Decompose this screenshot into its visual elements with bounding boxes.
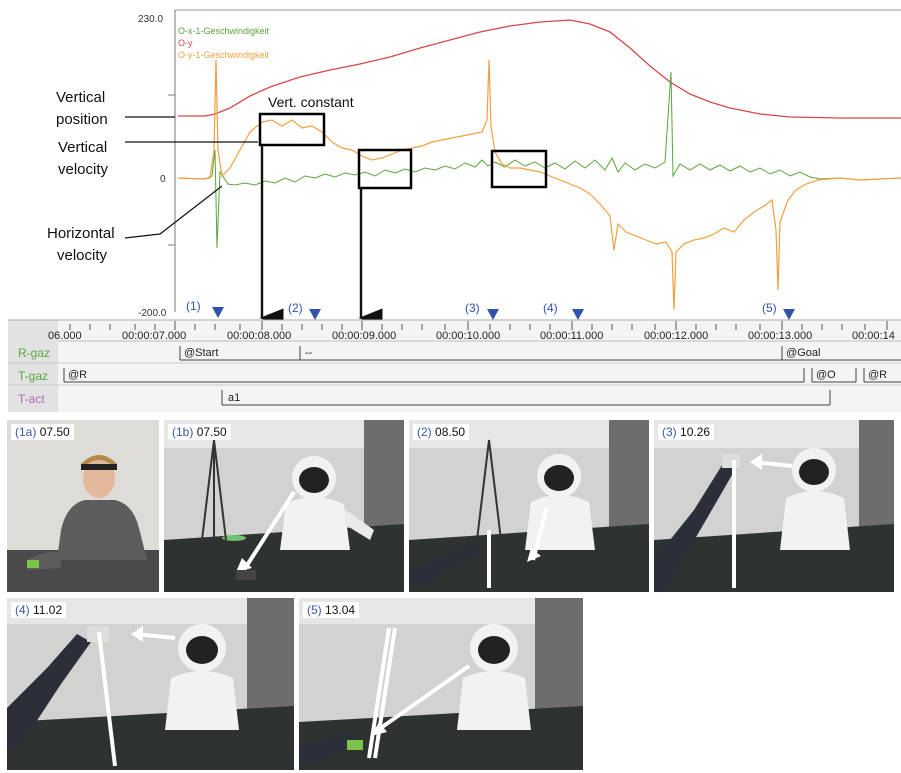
time-tick-label: 00:00:13.000	[748, 330, 812, 342]
svg-text:(1): (1)	[186, 299, 201, 313]
timeline-panel	[8, 320, 901, 412]
video-frame-5: (5) 13.04	[299, 598, 583, 770]
horizontal-velocity-series	[177, 71, 901, 249]
event-marker-1: (1)	[186, 299, 224, 318]
t-act-segments[interactable]	[221, 390, 831, 406]
legend-y-velocity: O-y-1-Geschwindigkeit	[178, 50, 270, 60]
time-tick-label: 06.000	[48, 330, 82, 342]
time-tick-label: 00:00:09.000	[332, 330, 396, 342]
legend-x-velocity: O-x-1-Geschwindigkeit	[178, 26, 270, 36]
time-tick-label: 00:00:10.000	[436, 330, 500, 342]
frame-caption: (5) 13.04	[303, 602, 360, 618]
event-marker-4: (4)	[543, 301, 584, 320]
video-frame-3: (3) 10.26	[654, 420, 894, 592]
segment-o[interactable]: @O	[816, 369, 836, 381]
frame-caption: (2) 08.50	[413, 424, 470, 440]
segment-a1[interactable]: a1	[228, 392, 240, 404]
r-gaz-segments[interactable]	[179, 346, 901, 361]
vertical-velocity-label-2: velocity	[58, 161, 109, 178]
segment-goal[interactable]: @Goal	[786, 347, 820, 359]
y-min-label: -200.0	[138, 308, 167, 319]
track-label-r-gaz[interactable]: R-gaz	[18, 346, 50, 360]
time-tick-label: 00:00:12.000	[644, 330, 708, 342]
t-gaz-segments[interactable]	[63, 368, 901, 383]
y-max-label: 230.0	[138, 14, 163, 25]
frame-caption: (1b) 07.50	[168, 424, 231, 440]
video-frame-1b: (1b) 07.50	[164, 420, 404, 592]
track-label-column	[8, 320, 58, 412]
vertical-velocity-series	[177, 59, 901, 311]
segment-r-2[interactable]: @R	[868, 369, 887, 381]
segment-start[interactable]: @Start	[184, 347, 218, 359]
event-marker-3: (3)	[465, 301, 499, 320]
track-label-t-gaz[interactable]: T-gaz	[18, 369, 48, 383]
highlight-box-2	[357, 148, 413, 190]
vert-constant-box	[258, 112, 326, 147]
vert-constant-label: Vert. constant	[268, 94, 354, 110]
frame-caption: (1a) 07.50	[11, 424, 74, 440]
vertical-velocity-label-1: Vertical	[58, 139, 107, 156]
vertical-position-label-2: position	[56, 111, 108, 128]
video-frame-2: (2) 08.50	[409, 420, 649, 592]
svg-text:(4): (4)	[543, 301, 558, 315]
velocity-chart: 230.0 0 -200.0 O-x-1-Geschwindigkeit O-y…	[8, 9, 901, 412]
time-tick-label: 00:00:07.000	[122, 330, 186, 342]
highlight-box-3	[490, 149, 548, 189]
event-marker-5: (5)	[762, 301, 795, 320]
y-zero-label: 0	[160, 174, 166, 185]
vertical-position-label-1: Vertical	[56, 89, 105, 106]
segment-empty[interactable]: --	[305, 347, 313, 359]
horizontal-velocity-label-1: Horizontal	[47, 225, 115, 242]
frame-caption: (3) 10.26	[658, 424, 715, 440]
horizontal-velocity-label-2: velocity	[57, 247, 108, 264]
track-label-t-act[interactable]: T-act	[18, 392, 45, 406]
video-frame-4: (4) 11.02	[7, 598, 294, 770]
time-tick-label: 00:00:08.000	[227, 330, 291, 342]
video-frame-1a: (1a) 07.50	[7, 420, 159, 592]
legend-y-position: O-y	[178, 38, 193, 48]
frame-caption: (4) 11.02	[11, 602, 67, 618]
leader-line	[124, 185, 223, 239]
vertical-position-series	[178, 19, 901, 119]
svg-text:(3): (3)	[465, 301, 480, 315]
ruler-ticks	[69, 321, 888, 330]
event-marker-2: (2)	[288, 301, 321, 320]
time-tick-label: 00:00:14	[852, 330, 895, 342]
time-tick-label: 00:00:11.000	[540, 330, 603, 342]
svg-text:(2): (2)	[288, 301, 303, 315]
segment-r[interactable]: @R	[68, 369, 87, 381]
svg-text:(5): (5)	[762, 301, 777, 315]
